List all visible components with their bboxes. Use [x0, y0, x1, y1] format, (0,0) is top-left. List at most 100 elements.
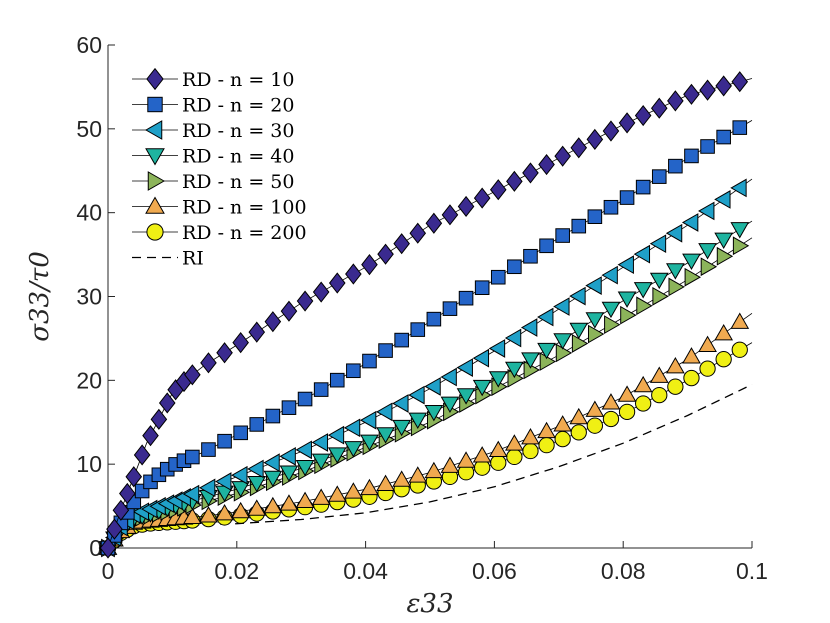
legend-marker: [147, 171, 166, 191]
data-point: [441, 204, 459, 226]
data-point: [651, 386, 668, 404]
data-point: [344, 482, 363, 499]
data-point: [311, 433, 329, 452]
data-point: [649, 234, 667, 254]
data-point: [216, 342, 233, 364]
legend: RD - n = 10 RD - n = 20 RD - n = 30 RD - n …: [132, 67, 307, 270]
data-point: [732, 120, 748, 135]
data-point: [488, 339, 506, 358]
legend-label: RD - n = 30: [182, 120, 294, 142]
data-point: [215, 504, 234, 521]
data-point: [200, 352, 217, 374]
y-tick-label: 10: [76, 451, 102, 477]
data-point: [698, 201, 715, 221]
data-point: [456, 388, 476, 405]
data-point: [633, 282, 653, 299]
data-point: [554, 430, 571, 448]
x-tick-label: 0.02: [214, 558, 259, 584]
data-point: [587, 324, 605, 344]
data-point: [698, 335, 717, 352]
data-point: [636, 296, 653, 316]
data-point: [376, 427, 395, 444]
data-point: [601, 265, 618, 285]
data-point: [231, 501, 251, 519]
data-point: [602, 120, 620, 142]
data-point: [635, 395, 652, 412]
data-point: [392, 419, 412, 437]
data-point: [617, 291, 637, 308]
data-point: [329, 372, 345, 388]
legend-entry: RD - n = 40: [132, 146, 294, 168]
y-axis-label: σ33/τ0: [25, 251, 55, 342]
data-point: [618, 112, 636, 134]
data-point: [698, 243, 717, 260]
data-point: [715, 351, 732, 368]
data-point: [505, 434, 524, 451]
data-point: [554, 145, 571, 167]
data-point: [649, 272, 669, 290]
legend-marker: [147, 96, 163, 113]
x-tick-label: 0.04: [343, 558, 388, 584]
data-point: [408, 385, 425, 405]
x-axis-label: ε33: [406, 589, 453, 619]
data-point: [538, 153, 555, 176]
data-point: [99, 537, 117, 559]
data-point: [667, 378, 684, 395]
data-point: [730, 312, 750, 329]
legend-entry: RI: [132, 248, 204, 270]
data-point: [666, 263, 685, 280]
data-point: [586, 417, 604, 434]
data-point: [681, 213, 699, 232]
data-point: [506, 448, 523, 466]
data-point: [617, 255, 634, 275]
data-point: [457, 195, 475, 218]
data-point: [311, 488, 331, 505]
data-point: [410, 322, 426, 337]
x-tick-label: 0.1: [736, 558, 768, 584]
data-point: [295, 491, 315, 509]
data-point: [649, 366, 669, 383]
legend-label: RD - n = 10: [182, 69, 294, 91]
legend-entry: RD - n = 10: [132, 67, 294, 91]
data-point: [731, 341, 748, 358]
data-point: [474, 280, 490, 295]
plot-area: [98, 71, 753, 559]
data-point: [456, 451, 476, 468]
data-point: [668, 158, 683, 174]
data-point: [585, 276, 602, 295]
data-point: [472, 348, 490, 368]
data-point: [635, 179, 651, 195]
data-point: [408, 412, 428, 429]
data-point: [700, 139, 715, 154]
x-tick-label: 0.06: [472, 558, 517, 584]
data-point: [539, 238, 554, 254]
data-point: [361, 254, 378, 276]
data-point: [279, 494, 299, 511]
data-point: [684, 267, 701, 287]
data-point: [392, 394, 409, 413]
data-point: [714, 232, 734, 250]
data-point: [523, 248, 538, 264]
data-point: [652, 286, 669, 306]
data-point: [424, 461, 444, 479]
data-point: [667, 90, 684, 112]
data-point: [570, 137, 588, 159]
data-point: [732, 236, 750, 256]
data-point: [248, 321, 266, 343]
data-point: [426, 311, 442, 327]
y-tick-label: 0: [89, 535, 102, 561]
data-point: [458, 290, 474, 306]
data-point: [683, 83, 700, 105]
data-point: [346, 363, 361, 379]
data-point: [263, 470, 283, 488]
data-point: [684, 148, 699, 164]
data-point: [537, 307, 554, 327]
data-point: [263, 496, 283, 514]
data-point: [537, 421, 556, 439]
data-point: [553, 297, 570, 316]
data-point: [603, 199, 619, 215]
legend-entry: RD - n = 50: [132, 171, 294, 193]
data-point: [233, 425, 248, 441]
data-point: [408, 466, 428, 483]
